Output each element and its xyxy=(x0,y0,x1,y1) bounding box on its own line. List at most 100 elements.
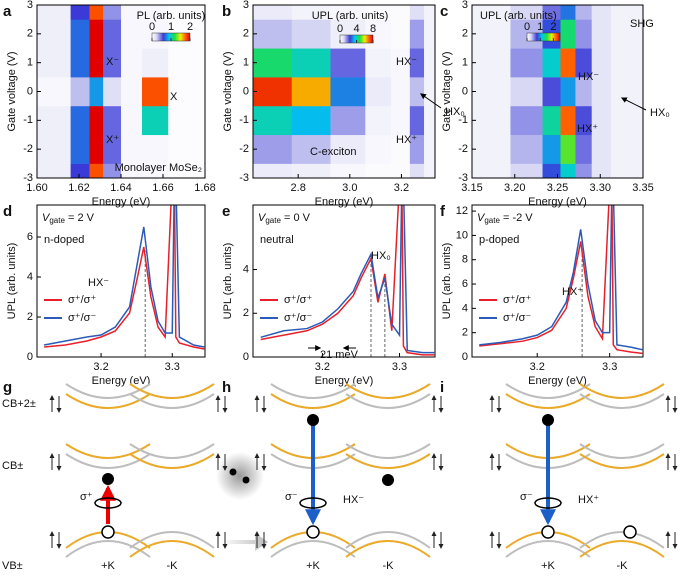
heat-cell xyxy=(424,163,435,178)
heat-cell xyxy=(409,77,425,107)
colorbar xyxy=(526,32,561,42)
annotation: 21 meV xyxy=(320,349,359,361)
vgate-symbol: V xyxy=(477,212,486,224)
x-tick-label: 3.3 xyxy=(602,361,617,373)
heat-cell xyxy=(70,163,90,178)
heat-cell xyxy=(409,19,425,49)
heat-cell xyxy=(560,163,576,178)
heat-cell xyxy=(291,19,331,49)
plot-area xyxy=(253,5,435,178)
panel-label: e xyxy=(222,203,230,220)
y-axis-label: UPL (arb. units) xyxy=(441,243,453,320)
heat-cell xyxy=(168,48,205,78)
heat-cell xyxy=(542,77,561,107)
y-tick-label: -2 xyxy=(23,143,33,155)
heat-cell xyxy=(253,5,293,20)
polarization-label: σ⁺ xyxy=(80,491,93,503)
y-axis-label: Gate voltage (V) xyxy=(441,51,453,131)
y-tick-label: 2 xyxy=(462,28,468,40)
y-axis-label: Gate voltage (V) xyxy=(222,51,234,131)
heat-cell xyxy=(409,105,425,136)
band xyxy=(270,383,356,399)
heat-cell xyxy=(510,5,543,20)
x-tick-label: 1.68 xyxy=(194,182,215,194)
heat-cell xyxy=(37,48,71,78)
y-tick-label: 1 xyxy=(27,57,33,69)
heat-cell xyxy=(291,5,331,20)
heat-cell xyxy=(542,5,561,20)
band xyxy=(579,540,665,558)
hole xyxy=(101,525,115,539)
heat-cell xyxy=(424,134,435,164)
level-label: CB± xyxy=(2,460,23,472)
annotation: p-doped xyxy=(479,234,519,246)
heat-cell xyxy=(142,5,169,20)
x-tick-label: 3.3 xyxy=(165,361,180,373)
heat-cell xyxy=(424,19,435,49)
heat-cell xyxy=(424,5,435,20)
heat-cell xyxy=(510,163,543,178)
legend-label: σ⁺/σ⁺ xyxy=(284,294,312,306)
panel-label: f xyxy=(440,203,446,220)
heat-cell xyxy=(424,105,435,136)
heat-cell xyxy=(70,19,90,49)
y-tick-label: 2 xyxy=(27,311,33,323)
heat-cell xyxy=(472,77,511,107)
heat-cell xyxy=(330,105,366,136)
x-tick-label: 1.62 xyxy=(68,182,89,194)
heat-cell xyxy=(330,48,366,78)
y-tick-label: 4 xyxy=(27,271,33,283)
y-tick-label: 0 xyxy=(27,85,33,97)
heat-cell xyxy=(253,48,293,78)
x-tick-label: 3.0 xyxy=(342,182,357,194)
heat-cell xyxy=(575,134,592,164)
band xyxy=(270,393,356,409)
valley-label: -K xyxy=(617,560,629,572)
series-line xyxy=(479,205,643,355)
heat-cell xyxy=(168,105,205,136)
heat-cell xyxy=(37,134,71,164)
heat-cell xyxy=(575,105,592,136)
heat-cell xyxy=(70,105,90,136)
colorbar-title: UPL (arb. units) xyxy=(480,10,557,22)
heat-cell xyxy=(591,48,612,78)
band xyxy=(129,453,215,469)
annotation: HX₀ xyxy=(445,106,465,118)
series-line xyxy=(44,205,205,350)
band xyxy=(270,540,356,558)
band xyxy=(65,443,151,459)
heat-cell xyxy=(37,163,71,178)
heat-cell xyxy=(89,105,104,136)
heat-cell xyxy=(560,48,576,78)
electron xyxy=(382,474,394,486)
legend-label: σ⁺/σ⁺ xyxy=(68,294,96,306)
hole xyxy=(541,525,555,539)
heat-cell xyxy=(121,5,143,20)
heat-cell xyxy=(409,5,425,20)
polarization-loop xyxy=(299,497,327,509)
x-tick-label: 3.35 xyxy=(632,182,653,194)
y-tick-label: 0 xyxy=(27,351,33,363)
heat-cell xyxy=(472,19,511,49)
vgate-symbol: V xyxy=(258,212,267,224)
band xyxy=(345,383,431,399)
x-tick-label: 3.20 xyxy=(504,182,525,194)
x-tick-label: 3.2 xyxy=(315,361,330,373)
band xyxy=(129,443,215,459)
colorbar-tick-label: 2 xyxy=(187,21,193,33)
x-tick-label: 1.60 xyxy=(26,182,47,194)
heat-cell xyxy=(591,77,612,107)
y-tick-label: -3 xyxy=(239,172,249,184)
heat-cell xyxy=(575,19,592,49)
series-line xyxy=(479,205,643,351)
x-axis-label: Energy (eV) xyxy=(528,196,587,208)
heat-cell xyxy=(291,77,331,107)
y-tick-label: 0 xyxy=(243,351,249,363)
heat-cell xyxy=(575,48,592,78)
polarization-loop xyxy=(534,497,562,509)
heat-cell xyxy=(121,134,143,164)
heat-cell xyxy=(142,77,169,107)
heat-cell xyxy=(542,163,561,178)
panel-label: b xyxy=(222,3,231,20)
heat-cell xyxy=(89,5,104,20)
